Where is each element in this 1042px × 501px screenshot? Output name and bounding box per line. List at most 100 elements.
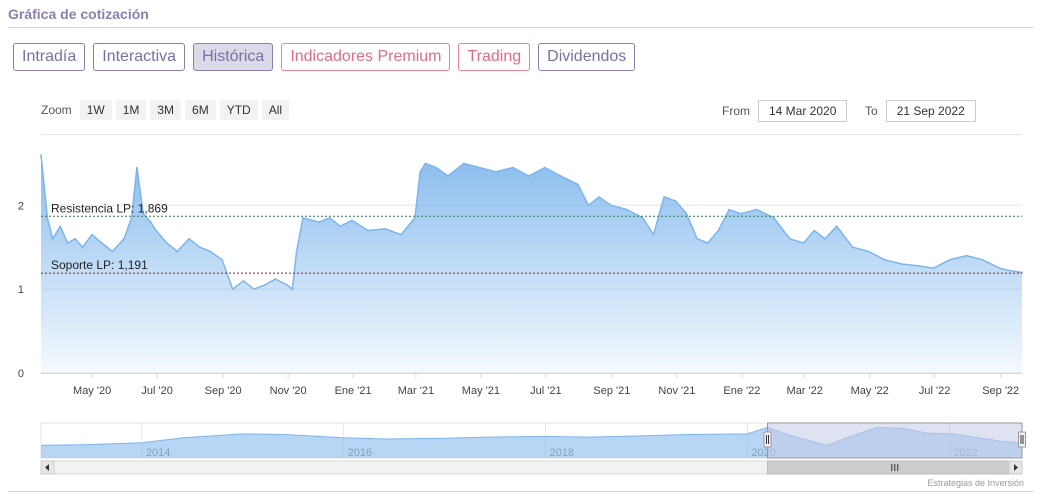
tab-histórica[interactable]: Histórica [193, 43, 274, 71]
x-tick-label: Sep '22 [982, 385, 1019, 397]
price-point [813, 229, 816, 232]
tab-trading[interactable]: Trading [458, 43, 531, 71]
price-point [598, 196, 600, 198]
price-point [328, 217, 331, 219]
x-tick-label: Mar '22 [787, 385, 823, 397]
price-point [932, 267, 935, 269]
price-area [41, 155, 1022, 373]
from-date-input[interactable]: 14 Mar 2020 [758, 100, 848, 122]
price-point [263, 284, 266, 286]
price-point [773, 217, 775, 219]
credits[interactable]: Estrategias de Inversión [927, 478, 1024, 488]
price-point [231, 288, 234, 290]
price-point [384, 227, 386, 230]
zoom-ytd-button[interactable]: YTD [219, 100, 258, 120]
tab-indicadores-premium[interactable]: Indicadores Premium [281, 43, 451, 71]
price-point [435, 166, 437, 169]
navigator-handle-left [763, 431, 772, 448]
zoom-1w-button[interactable]: 1W [79, 100, 112, 120]
price-point [463, 162, 465, 165]
tab-interactiva[interactable]: Interactiva [93, 43, 186, 71]
price-point [706, 242, 709, 244]
price-point [610, 204, 612, 207]
scroll-right-arrow-icon [1014, 464, 1018, 471]
price-point [136, 166, 138, 169]
price-point [59, 225, 61, 228]
navigator[interactable]: 20142016201820202022 [0, 420, 1042, 478]
x-tick-label: May '22 [851, 385, 889, 397]
price-point [544, 166, 546, 169]
price-chart[interactable]: 0 1 2 Resistencia LP: 1,869 Soporte LP: 1,19… [0, 140, 1042, 410]
range-to: To 21 Sep 2022 [865, 100, 976, 122]
price-point [274, 278, 277, 280]
price-point [74, 238, 76, 240]
price-point [675, 200, 677, 202]
navigator-handle-right [1018, 431, 1026, 448]
x-tick-label: Jul '20 [141, 385, 172, 397]
price-point [100, 242, 103, 244]
price-point [155, 229, 157, 232]
to-label: To [865, 104, 878, 118]
price-point [948, 259, 951, 261]
price-point [424, 162, 427, 165]
x-tick-label: Mar '21 [398, 385, 434, 397]
price-point [176, 250, 179, 253]
price-point [291, 288, 294, 290]
toolbar-divider [41, 134, 1022, 135]
page-title: Gráfica de cotización [8, 6, 149, 22]
price-point [51, 238, 54, 240]
price-point [652, 233, 655, 236]
price-point [577, 183, 579, 186]
price-point [1009, 269, 1012, 272]
title-divider [8, 27, 1034, 28]
price-point [717, 229, 720, 232]
y-tick-label: 2 [18, 200, 24, 212]
price-point [883, 259, 886, 261]
price-point [367, 229, 369, 232]
x-tick-label: Jul '22 [919, 385, 950, 397]
price-point [142, 212, 145, 215]
scroll-left-arrow-icon [45, 464, 49, 471]
price-point [111, 250, 114, 253]
to-date-input[interactable]: 21 Sep 2022 [885, 100, 976, 122]
price-point [900, 263, 903, 265]
price-point [642, 217, 644, 219]
price-point [81, 246, 84, 249]
price-point [495, 170, 497, 173]
price-point [851, 246, 854, 249]
price-point [835, 225, 838, 228]
price-point [40, 154, 42, 156]
resistance-label: Resistencia LP: 1,869 [51, 201, 168, 215]
price-point [626, 208, 628, 211]
price-point [740, 212, 742, 215]
price-point [587, 204, 590, 207]
price-point [188, 238, 190, 240]
price-point [302, 217, 304, 219]
x-tick-label: Sep '21 [593, 385, 630, 397]
price-point [528, 175, 530, 177]
zoom-label: Zoom [41, 103, 72, 117]
price-point [130, 217, 133, 219]
price-line [40, 154, 1023, 291]
range-from: From 14 Mar 2020 [722, 100, 848, 122]
zoom-1m-button[interactable]: 1M [115, 100, 147, 120]
zoom-6m-button[interactable]: 6M [185, 100, 216, 120]
price-point [295, 250, 298, 253]
tab-dividendos[interactable]: Dividendos [538, 43, 636, 71]
price-point [400, 233, 402, 236]
price-point [867, 250, 870, 253]
price-point [149, 221, 152, 223]
zoom-3m-button[interactable]: 3M [150, 100, 182, 120]
price-point [479, 166, 481, 169]
y-tick-label: 0 [18, 368, 24, 380]
price-point [123, 238, 125, 240]
price-point [663, 196, 665, 198]
tab-intradía[interactable]: Intradía [13, 43, 86, 71]
y-tick-label: 1 [18, 284, 24, 296]
price-point [696, 238, 698, 240]
zoom-all-button[interactable]: All [261, 100, 290, 120]
price-point [209, 250, 212, 253]
x-tick-label: Jul '21 [530, 385, 561, 397]
price-point [318, 221, 320, 223]
price-point [286, 284, 288, 286]
